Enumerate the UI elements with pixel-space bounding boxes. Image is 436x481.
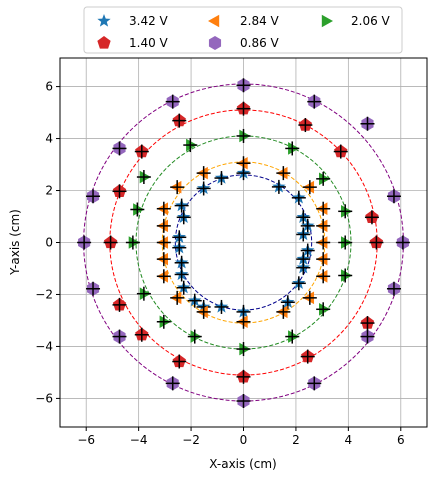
legend-marker [321, 14, 333, 28]
series-2 [125, 128, 353, 357]
legend-label: 1.40 V [129, 36, 169, 50]
series-3 [103, 101, 384, 384]
y-axis-label: Y-axis (cm) [8, 209, 22, 276]
legend-marker [208, 14, 220, 28]
x-tick-label: 0 [240, 433, 248, 447]
y-tick-label: −4 [35, 339, 53, 353]
legend-marker [97, 36, 111, 49]
legend-marker [208, 36, 222, 50]
legend-label: 0.86 V [240, 36, 280, 50]
y-tick-label: 0 [45, 236, 53, 250]
legend-label: 3.42 V [129, 14, 169, 28]
y-tick-label: 6 [45, 80, 53, 94]
y-tick-label: 2 [45, 184, 53, 198]
y-tick-label: −6 [35, 391, 53, 405]
x-tick-label: 2 [292, 433, 300, 447]
series-1 [156, 156, 331, 329]
y-axis-ticks: −6 −4 −2 0 2 4 6 [35, 80, 60, 405]
x-axis-ticks: −6 −4 −2 0 2 4 6 [77, 427, 405, 447]
legend-label: 2.84 V [240, 14, 280, 28]
legend-label: 2.06 V [351, 14, 391, 28]
y-tick-label: 4 [45, 132, 53, 146]
legend-marker [97, 14, 111, 27]
x-axis-label: X-axis (cm) [209, 457, 276, 471]
x-tick-label: −6 [77, 433, 95, 447]
legend: 3.42 V 2.84 V 2.06 V 1.40 V 0.86 V [83, 6, 403, 54]
data-points [77, 78, 410, 409]
x-tick-label: −4 [130, 433, 148, 447]
y-tick-label: −2 [35, 287, 53, 301]
series-4 [77, 78, 410, 409]
x-tick-label: −2 [182, 433, 200, 447]
x-tick-label: 6 [397, 433, 405, 447]
x-tick-label: 4 [345, 433, 353, 447]
